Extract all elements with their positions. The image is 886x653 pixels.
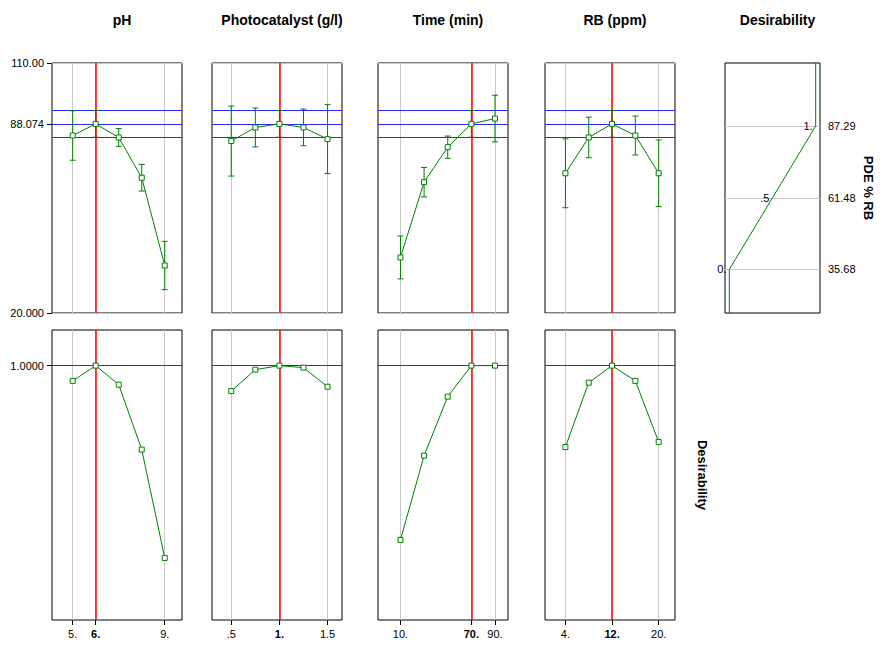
- svg-text:Desirability: Desirability: [695, 440, 710, 511]
- svg-text:.5: .5: [760, 192, 769, 204]
- svg-text:35.68: 35.68: [828, 263, 856, 275]
- svg-text:61.48: 61.48: [828, 192, 856, 204]
- svg-text:6.: 6.: [91, 628, 100, 640]
- svg-text:Time (min): Time (min): [413, 12, 484, 28]
- svg-text:12.: 12.: [604, 628, 619, 640]
- svg-text:0.: 0.: [717, 263, 726, 275]
- svg-text:20.: 20.: [651, 628, 666, 640]
- svg-text:pH: pH: [113, 12, 132, 28]
- svg-text:110.00: 110.00: [11, 57, 44, 69]
- svg-text:1.5: 1.5: [320, 628, 335, 640]
- svg-text:70.: 70.: [464, 628, 479, 640]
- svg-text:.5: .5: [227, 628, 236, 640]
- svg-text:1.: 1.: [803, 120, 812, 132]
- svg-text:RB (ppm): RB (ppm): [584, 12, 647, 28]
- svg-text:1.: 1.: [275, 628, 284, 640]
- svg-text:4.: 4.: [561, 628, 570, 640]
- svg-text:PDE % RB: PDE % RB: [861, 156, 876, 220]
- svg-text:20.000: 20.000: [10, 307, 44, 319]
- svg-text:5.: 5.: [68, 628, 77, 640]
- svg-text:10.: 10.: [393, 628, 408, 640]
- svg-text:88.074: 88.074: [10, 118, 44, 130]
- svg-text:90.: 90.: [487, 628, 502, 640]
- svg-text:1.0000: 1.0000: [10, 360, 44, 372]
- svg-text:Photocatalyst (g/l): Photocatalyst (g/l): [221, 12, 342, 28]
- svg-text:87.29: 87.29: [828, 120, 856, 132]
- svg-text:Desirability: Desirability: [740, 12, 816, 28]
- svg-text:9.: 9.: [160, 628, 169, 640]
